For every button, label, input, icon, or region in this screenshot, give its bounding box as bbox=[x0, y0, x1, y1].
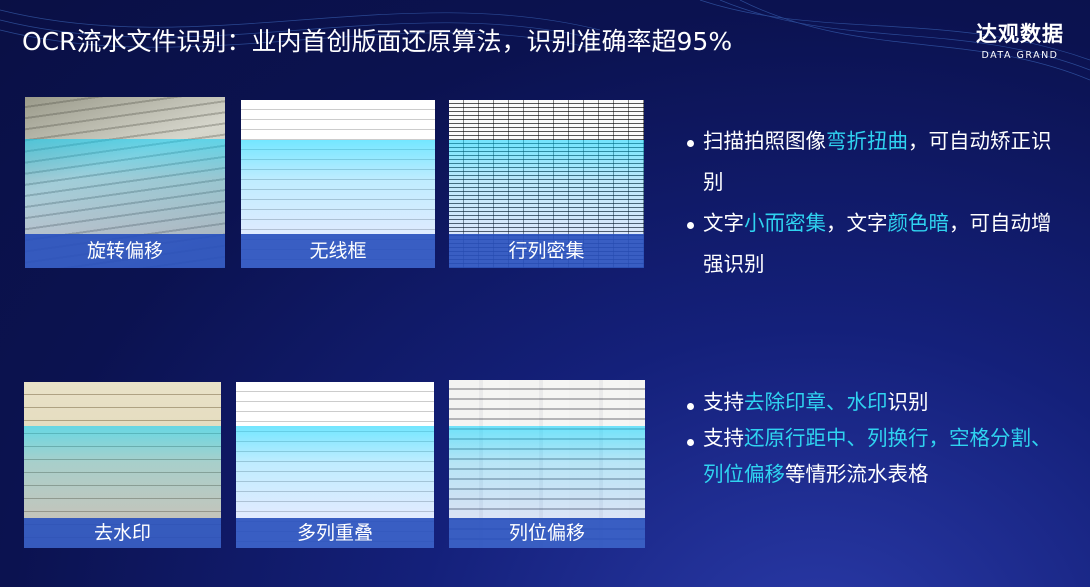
scan-highlight-band bbox=[449, 140, 644, 240]
bullet-text: 文字 bbox=[703, 211, 744, 235]
bullet-text: 支持 bbox=[703, 390, 744, 414]
bullet-text: ，文字 bbox=[826, 211, 888, 235]
highlight-text: 弯折扭曲 bbox=[826, 129, 908, 153]
bullets-bottom: 支持去除印章、水印识别 支持还原行距中、列换行，空格分割、列位偏移等情形流水表格 bbox=[687, 384, 1057, 492]
bullet-item: 扫描拍照图像弯折扭曲，可自动矫正识别 bbox=[687, 121, 1067, 203]
bullet-text: 等情形流水表格 bbox=[785, 462, 929, 486]
scan-highlight-band bbox=[241, 140, 435, 240]
example-watermark: 去水印 bbox=[24, 382, 221, 548]
example-rotation: 旋转偏移 bbox=[25, 97, 225, 268]
slide-title: OCR流水文件识别：业内首创版面还原算法，识别准确率超95% bbox=[22, 27, 733, 56]
bullet-item: 文字小而密集，文字颜色暗，可自动增强识别 bbox=[687, 203, 1067, 285]
highlight-text: 小而密集 bbox=[744, 211, 826, 235]
example-no-border: 无线框 bbox=[241, 100, 435, 268]
caption: 多列重叠 bbox=[236, 518, 434, 548]
scan-highlight-band bbox=[449, 426, 645, 518]
caption: 行列密集 bbox=[449, 234, 644, 268]
decorative-waves bbox=[0, 0, 1090, 81]
scan-highlight-band bbox=[236, 426, 434, 518]
example-dense: 行列密集 bbox=[449, 100, 644, 268]
scan-highlight-band bbox=[25, 139, 225, 239]
bullet-item: 支持去除印章、水印识别 bbox=[687, 384, 1057, 420]
bullet-text: ，可自动增强识别 bbox=[703, 211, 1052, 276]
bullet-text: 扫描拍照图像 bbox=[703, 129, 826, 153]
example-overlap: 多列重叠 bbox=[236, 382, 434, 548]
bullet-text: ，可自动矫正识别 bbox=[703, 129, 1052, 194]
example-column-offset: 列位偏移 bbox=[449, 380, 645, 548]
highlight-text: 颜色暗 bbox=[887, 211, 950, 235]
caption: 去水印 bbox=[24, 518, 221, 548]
caption: 列位偏移 bbox=[449, 518, 645, 548]
logo-en: DATA GRAND bbox=[981, 50, 1059, 61]
bullets-top: 扫描拍照图像弯折扭曲，可自动矫正识别 文字小而密集，文字颜色暗，可自动增强识别 bbox=[687, 121, 1067, 285]
datagrand-logo: 达观数据 DATA GRAND bbox=[976, 18, 1064, 61]
bullet-text: 支持 bbox=[703, 426, 744, 450]
caption: 无线框 bbox=[241, 234, 435, 268]
highlight-text: 还原行距中、列换行，空格分割、列位偏移 bbox=[703, 426, 1052, 486]
scan-highlight-band bbox=[24, 426, 221, 518]
bullet-item: 支持还原行距中、列换行，空格分割、列位偏移等情形流水表格 bbox=[687, 420, 1057, 492]
highlight-text: 去除印章、水印 bbox=[744, 390, 888, 414]
bullet-text: 识别 bbox=[887, 390, 929, 414]
caption: 旋转偏移 bbox=[25, 234, 225, 268]
logo-cn: 达观数据 bbox=[976, 22, 1064, 46]
